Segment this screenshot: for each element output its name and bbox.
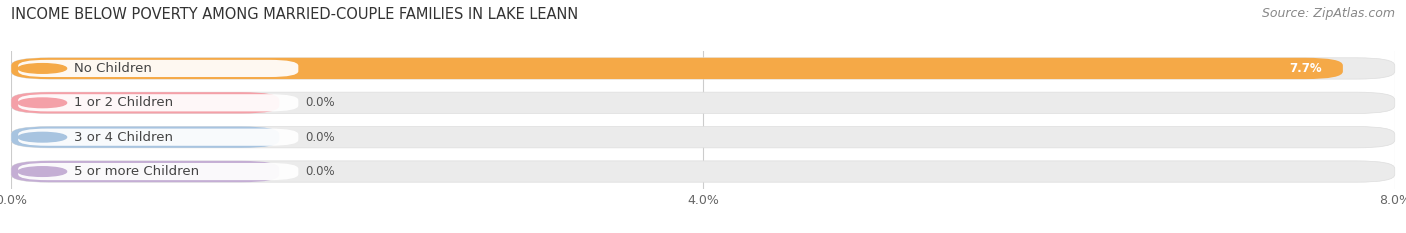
Text: 1 or 2 Children: 1 or 2 Children [73, 96, 173, 109]
FancyBboxPatch shape [18, 163, 298, 180]
Text: 0.0%: 0.0% [305, 96, 335, 109]
FancyBboxPatch shape [11, 127, 1395, 148]
FancyBboxPatch shape [11, 92, 280, 113]
Text: Source: ZipAtlas.com: Source: ZipAtlas.com [1261, 7, 1395, 20]
FancyBboxPatch shape [11, 92, 1395, 113]
Circle shape [18, 64, 66, 73]
Text: 5 or more Children: 5 or more Children [73, 165, 198, 178]
FancyBboxPatch shape [18, 60, 298, 77]
Text: 7.7%: 7.7% [1289, 62, 1322, 75]
Text: 0.0%: 0.0% [305, 131, 335, 144]
Text: INCOME BELOW POVERTY AMONG MARRIED-COUPLE FAMILIES IN LAKE LEANN: INCOME BELOW POVERTY AMONG MARRIED-COUPL… [11, 7, 578, 22]
Circle shape [18, 132, 66, 142]
FancyBboxPatch shape [11, 161, 1395, 182]
FancyBboxPatch shape [11, 161, 280, 182]
FancyBboxPatch shape [18, 94, 298, 111]
FancyBboxPatch shape [11, 127, 280, 148]
Circle shape [18, 167, 66, 176]
FancyBboxPatch shape [11, 58, 1395, 79]
FancyBboxPatch shape [18, 129, 298, 146]
Text: No Children: No Children [73, 62, 152, 75]
Text: 0.0%: 0.0% [305, 165, 335, 178]
FancyBboxPatch shape [11, 58, 1343, 79]
Text: 3 or 4 Children: 3 or 4 Children [73, 131, 173, 144]
Circle shape [18, 98, 66, 108]
